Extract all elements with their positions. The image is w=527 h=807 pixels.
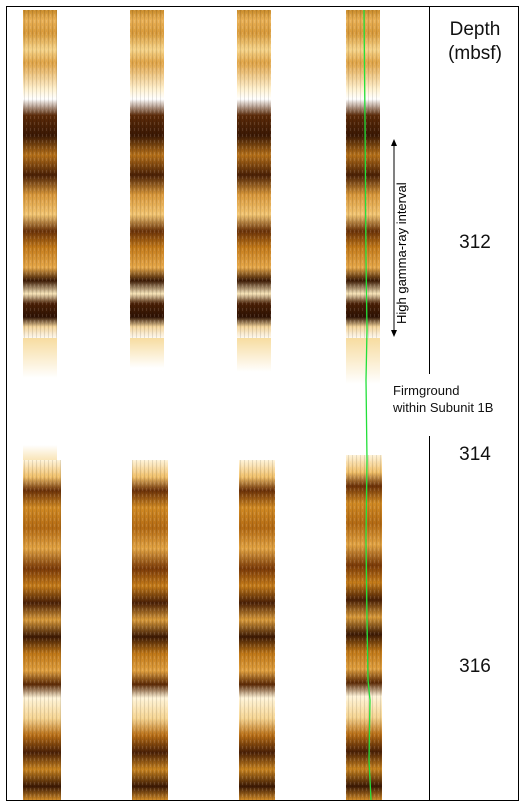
upper-image-strips [23,10,380,384]
firmground-annotation: Firmground within Subunit 1B [393,382,523,416]
depth-title-line1: Depth [449,19,501,40]
firmground-line1: Firmground [393,383,460,398]
gamma-interval-arrow [391,139,397,337]
depth-axis-title: Depth (mbsf) [432,18,518,66]
depth-tick-316: 316 [459,656,491,677]
depth-column-divider-lower [429,436,430,801]
depth-tick-312: 312 [459,232,491,253]
depth-title-line2: (mbsf) [448,43,502,64]
green-trace-line [363,9,372,801]
lower-image-strips [23,445,382,800]
firmground-line2: within Subunit 1B [393,400,494,415]
depth-column-divider-upper [429,6,430,374]
depth-tick-314: 314 [459,444,491,465]
gamma-interval-label: High gamma-ray interval [394,182,409,324]
